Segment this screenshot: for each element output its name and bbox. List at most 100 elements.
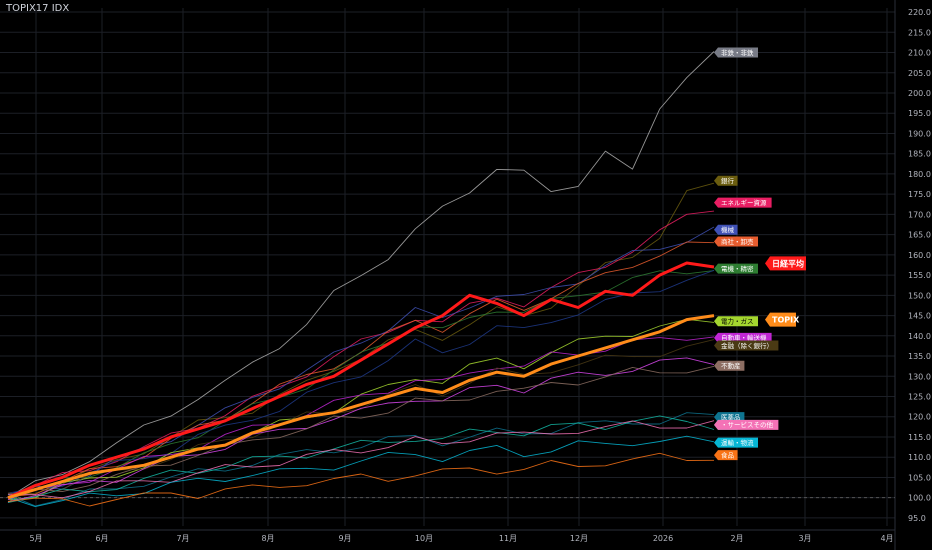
series-line xyxy=(7,420,715,499)
y-tick-label: 215.0 xyxy=(908,28,931,37)
end-label-text: 銀行 xyxy=(721,176,735,185)
x-tick-label: 7月 xyxy=(176,534,189,543)
y-tick-label: 200.0 xyxy=(908,89,931,98)
series-line xyxy=(7,336,715,501)
y-tick-label: 180.0 xyxy=(908,170,931,179)
y-tick-label: 135.0 xyxy=(908,352,931,361)
series-end-label: 電力・ガス xyxy=(714,316,758,327)
y-tick-label: 130.0 xyxy=(908,372,931,381)
end-label-text: 非鉄・非鉄 xyxy=(721,48,754,57)
y-tick-label: 185.0 xyxy=(908,150,931,159)
series-end-label: エネルギー資源 xyxy=(714,197,772,208)
end-label-bg xyxy=(714,340,779,351)
end-label-text: 電力・ガス xyxy=(721,317,754,326)
x-tick-label: 4月 xyxy=(880,534,893,543)
y-tick-label: 150.0 xyxy=(908,291,931,300)
end-label-text: 医薬品 xyxy=(721,413,741,422)
y-tick-label: 115.0 xyxy=(908,433,931,442)
index-label: TOPIX xyxy=(765,312,800,327)
y-tick-label: 125.0 xyxy=(908,393,931,402)
y-tick-label: 160.0 xyxy=(908,251,931,260)
y-tick-label: 110.0 xyxy=(908,453,931,462)
end-label-text: 金融（除く銀行） xyxy=(721,341,773,350)
x-tick-label: 2026 xyxy=(653,534,673,543)
series-line xyxy=(7,415,715,503)
series-end-label: 医薬品 xyxy=(714,412,745,423)
y-tick-label: 140.0 xyxy=(908,332,931,341)
series-end-label: 銀行 xyxy=(714,175,738,186)
index-label: 日経平均 xyxy=(765,256,806,271)
series-end-label: 運輸・物流 xyxy=(714,437,758,448)
end-label-text: 商社・卸売 xyxy=(721,237,754,246)
x-tick-label: 12月 xyxy=(570,534,588,543)
series-end-label: 食品 xyxy=(714,450,738,461)
x-tick-label: 2月 xyxy=(730,534,743,543)
end-label-bg xyxy=(714,263,758,274)
x-tick-label: 10月 xyxy=(415,534,433,543)
end-label-bg xyxy=(714,175,738,186)
y-tick-label: 195.0 xyxy=(908,109,931,118)
y-tick-label: 155.0 xyxy=(908,271,931,280)
x-tick-label: 6月 xyxy=(95,534,108,543)
series-end-label: 機械 xyxy=(714,224,738,235)
end-label-bg xyxy=(714,332,772,343)
series-line xyxy=(7,357,715,503)
end-label-bg xyxy=(714,419,779,430)
series-line xyxy=(7,261,715,500)
x-tick-label: 3月 xyxy=(798,534,811,543)
series-end-label: 非鉄・非鉄 xyxy=(714,47,758,58)
x-tick-label: 8月 xyxy=(261,534,274,543)
series-line xyxy=(7,51,715,499)
x-tick-label: 11月 xyxy=(499,534,517,543)
series-group xyxy=(7,51,715,508)
index-label-text: 日経平均 xyxy=(772,258,804,268)
end-label-bg xyxy=(714,450,738,461)
end-label-bg xyxy=(714,197,772,208)
end-label-text: 運輸・物流 xyxy=(721,438,754,447)
y-tick-label: 190.0 xyxy=(908,129,931,138)
end-label-text: 食品 xyxy=(721,451,734,460)
series-line xyxy=(7,365,715,498)
y-tick-label: 105.0 xyxy=(908,473,931,482)
series-line xyxy=(7,270,715,503)
series-end-label: 電機・精密 xyxy=(714,263,758,274)
end-label-bg xyxy=(714,412,745,423)
y-tick-label: 170.0 xyxy=(908,210,931,219)
index-label-text: TOPIX xyxy=(772,316,800,325)
end-label-bg xyxy=(714,437,758,448)
series-end-label: 商社・卸売 xyxy=(714,236,758,247)
end-label-bg xyxy=(714,236,758,247)
end-label-bg xyxy=(714,224,738,235)
series-end-label: 自動車・輸送機 xyxy=(714,332,772,343)
x-tick-label: 9月 xyxy=(338,534,351,543)
series-line xyxy=(7,314,715,500)
y-tick-label: 220.0 xyxy=(908,8,931,17)
y-tick-label: 120.0 xyxy=(908,413,931,422)
series-line xyxy=(7,412,715,507)
series-line xyxy=(7,210,715,503)
series-line xyxy=(7,452,715,507)
y-tick-label: 175.0 xyxy=(908,190,931,199)
series-end-label: ・サービスその他 xyxy=(714,419,779,430)
end-label-text: エネルギー資源 xyxy=(721,198,767,207)
series-line xyxy=(7,269,715,494)
end-label-text: ・サービスその他 xyxy=(721,420,774,429)
index-label-bg xyxy=(765,312,796,327)
series-end-label: 金融（除く銀行） xyxy=(714,340,779,351)
y-tick-label: 145.0 xyxy=(908,312,931,321)
index-label-bg xyxy=(765,256,806,271)
chart-title: TOPIX17 IDX xyxy=(6,3,70,14)
y-tick-label: 165.0 xyxy=(908,231,931,240)
end-label-bg xyxy=(714,316,758,327)
end-label-text: 自動車・輸送機 xyxy=(721,333,767,342)
series-line xyxy=(7,318,715,500)
end-label-text: 不動産 xyxy=(721,361,741,370)
end-label-text: 機械 xyxy=(721,225,735,234)
y-tick-label: 95.0 xyxy=(908,514,926,523)
series-line xyxy=(7,435,715,508)
x-tick-label: 5月 xyxy=(29,534,42,543)
end-label-text: 電機・精密 xyxy=(721,264,754,273)
end-label-bg xyxy=(714,360,745,371)
y-tick-label: 100.0 xyxy=(908,494,931,503)
